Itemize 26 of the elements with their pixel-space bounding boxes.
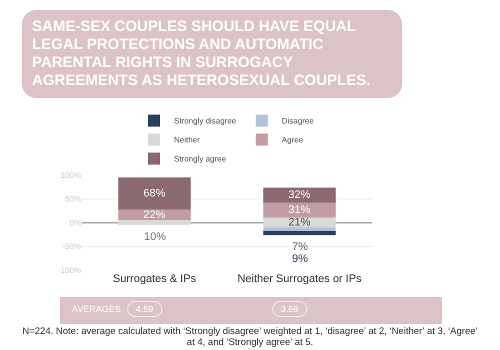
data-label: 68% [143,188,166,200]
x-tick-label: Neither Surrogates or IPs [237,273,362,285]
data-label: 32% [288,189,311,202]
chart-title: SAME-SEX COUPLES SHOULD HAVE EQUAL LEGAL PROTECTIONS AND AUTOMATIC PARENTAL RIGHTS IN SURROGACY AGREEMENTS AS HETEROSEXUAL COUPLES. [22,10,402,98]
data-label: 21% [288,216,311,228]
x-tick-label: Surrogates & IPs [112,273,197,285]
legend-label: Disagree [282,116,314,126]
bar [118,177,191,210]
legend-label: Neither [174,136,200,145]
data-label: 22% [143,208,166,221]
bar [118,220,191,225]
bar [263,188,336,203]
legend-label: Agree [282,136,304,145]
text: N=224. Note: average calculated with ‘Strongly disagree’ weighted at 1, ‘disagree’ at 2, ‘Neither’ at 3, ‘Agree’ at 4, and ‘Strongly agree’ at 5. [21,326,479,348]
bar [263,202,336,218]
legend-label: Strongly agree [174,154,227,164]
text: AVERAGES [72,304,121,314]
data-label: 31% [288,204,311,216]
bar [263,230,336,236]
data-label: 10% [144,231,166,243]
text: 3.69 [272,301,308,317]
data-label: 7% [292,241,308,253]
data-label: 9% [292,253,308,265]
legend-label: Strongly disagree [174,116,237,126]
text: 4.59 [126,301,162,317]
bar [263,227,336,231]
